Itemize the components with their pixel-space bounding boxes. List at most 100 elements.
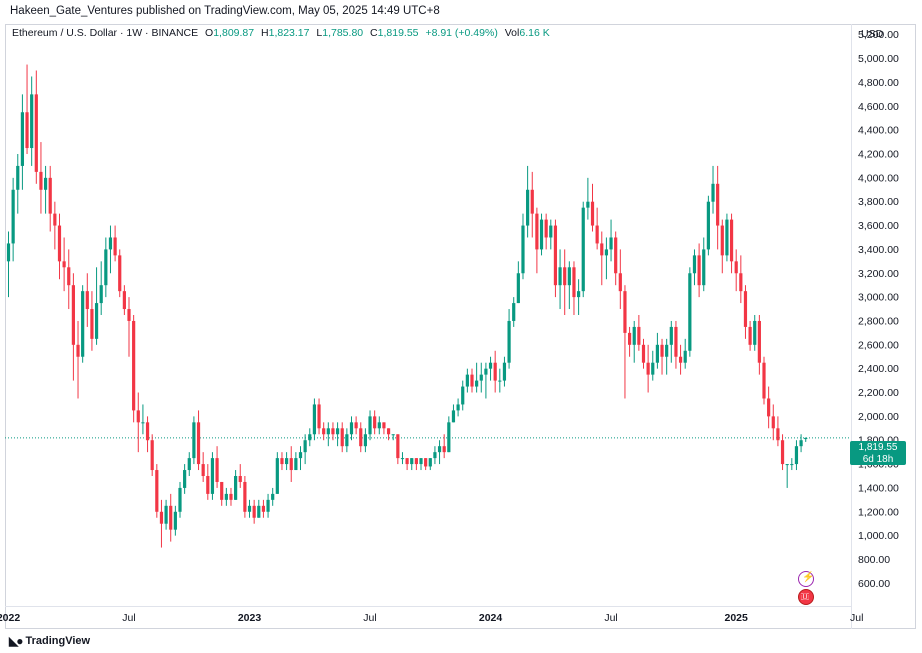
y-tick-label: 3,200.00	[858, 268, 899, 280]
y-tick-label: 5,000.00	[858, 53, 899, 65]
tradingview-mark-icon: ◣●	[9, 634, 24, 648]
candle-body	[776, 428, 780, 441]
candle-body	[308, 434, 312, 441]
y-tick-label: 1,000.00	[858, 530, 899, 542]
symbol-description[interactable]: Ethereum / U.S. Dollar · 1W · BINANCE	[12, 27, 199, 39]
candle-body	[377, 422, 381, 429]
candle-body	[220, 481, 224, 500]
y-tick-label: 3,800.00	[858, 196, 899, 208]
y-tick-label: 4,000.00	[858, 172, 899, 184]
candle-body	[164, 505, 168, 524]
candle-body	[62, 261, 66, 268]
candle-body	[595, 225, 599, 244]
published-by-line: Hakeen_Gate_Ventures published on Tradin…	[10, 5, 440, 17]
x-tick-label: 2022	[0, 612, 20, 624]
last-price-value: 1,819.55	[858, 442, 898, 453]
candle-body	[25, 112, 29, 149]
candle-body	[71, 285, 75, 345]
candle-body	[743, 291, 748, 327]
open-value: 1,809.87	[213, 27, 255, 39]
y-tick-label: 2,600.00	[858, 339, 899, 351]
candle-body	[368, 416, 372, 435]
last-price-tag: 1,819.55 6d 18h	[850, 441, 906, 465]
candle-body	[757, 320, 761, 363]
close-value: 1,819.55	[377, 27, 419, 39]
candle-body	[132, 320, 136, 411]
candle-body	[692, 255, 697, 274]
candle-body	[651, 362, 655, 375]
candle-body	[104, 249, 108, 286]
candle-body	[586, 201, 590, 208]
lightning-event-icon[interactable]: ⚡	[798, 571, 814, 587]
y-tick-label: 4,600.00	[858, 101, 899, 113]
candle-body	[141, 422, 145, 424]
currency-label[interactable]: USD	[861, 28, 884, 40]
candle-body	[609, 237, 613, 250]
volume-label: Vol	[504, 27, 520, 39]
y-tick-label: 2,800.00	[858, 315, 899, 327]
candle-body	[234, 476, 238, 500]
us-flag-event-icon[interactable]: 🇺	[798, 589, 814, 605]
candle-body	[502, 362, 507, 381]
x-tick-label: 2023	[238, 612, 262, 624]
candle-body	[539, 219, 544, 250]
y-tick-label: 600.00	[858, 578, 890, 590]
candle-body	[711, 183, 715, 202]
candle-body	[716, 183, 720, 226]
candle-body	[678, 356, 683, 363]
candle-body	[155, 470, 159, 512]
candle-body	[697, 255, 701, 286]
candle-body	[762, 362, 766, 399]
candle-body	[261, 505, 266, 512]
candle-body	[271, 493, 275, 500]
candle-body	[247, 505, 252, 512]
candle-body	[53, 213, 57, 226]
candle-body	[359, 428, 363, 447]
y-tick-label: 3,000.00	[858, 292, 899, 304]
candle-body	[169, 505, 173, 530]
candle-body	[655, 344, 659, 363]
candle-body	[498, 380, 502, 382]
candle-body	[804, 437, 808, 440]
candle-body	[470, 374, 474, 387]
candle-body	[558, 267, 562, 286]
candle-body	[442, 446, 446, 453]
candle-body	[729, 219, 734, 262]
candle-body	[159, 511, 164, 524]
candle-body	[386, 428, 391, 435]
candle-body	[289, 458, 293, 471]
candle-body	[734, 261, 738, 274]
tradingview-logo[interactable]: ◣● TradingView	[9, 634, 90, 648]
candle-body	[108, 237, 113, 250]
candle-body	[753, 320, 757, 345]
candle-body	[349, 422, 354, 435]
candle-body	[48, 177, 52, 214]
candle-body	[465, 374, 469, 387]
candle-body	[437, 446, 442, 453]
candle-body	[627, 332, 632, 345]
candle-body	[493, 362, 497, 381]
low-value: 1,785.80	[322, 27, 364, 39]
candle-body	[646, 362, 650, 375]
y-tick-label: 4,400.00	[858, 125, 899, 137]
candle-body	[90, 309, 94, 339]
y-tick-label: 4,200.00	[858, 148, 899, 160]
low-label: L	[316, 27, 323, 39]
candle-body	[674, 326, 678, 357]
candle-body	[739, 273, 743, 292]
candle-body	[794, 446, 799, 465]
candle-body	[424, 458, 428, 467]
candle-body	[43, 177, 48, 190]
candle-body	[20, 112, 25, 166]
change-value: +8.91 (+0.49%)	[425, 27, 498, 39]
candle-body	[535, 213, 539, 250]
bar-countdown: 6d 18h	[862, 454, 894, 465]
candle-body	[382, 422, 386, 429]
x-tick-label: 2025	[725, 612, 749, 624]
candle-body	[623, 291, 627, 333]
candle-body	[590, 201, 595, 226]
y-tick-label: 2,200.00	[858, 387, 899, 399]
candle-body	[85, 291, 89, 310]
candle-body	[516, 273, 520, 304]
